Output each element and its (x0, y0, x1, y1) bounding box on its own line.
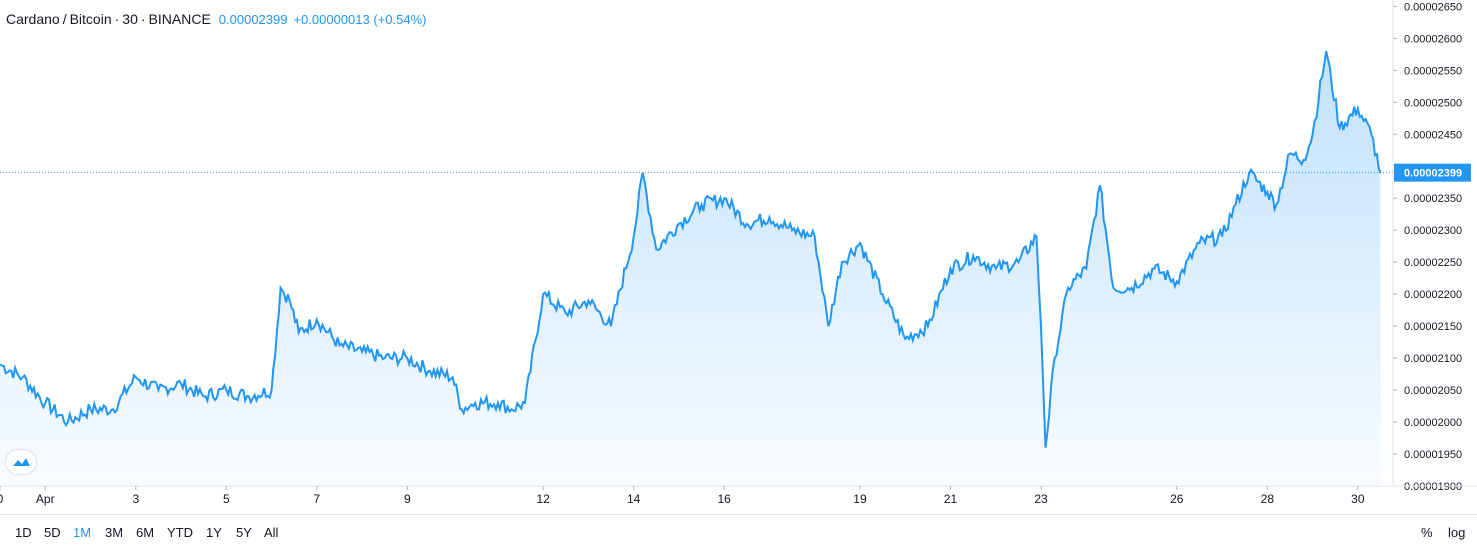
y-tick-label: 0.00002300 (1404, 225, 1462, 237)
log-scale-button[interactable]: log (1448, 525, 1466, 540)
last-price-tag-text: 0.00002399 (1404, 168, 1462, 180)
timeframe-button-6m[interactable]: 6M (136, 525, 155, 540)
y-tick-label: 0.00002050 (1404, 385, 1462, 397)
x-tick-label: 28 (1261, 492, 1275, 506)
y-tick-label: 0.00002500 (1404, 97, 1462, 109)
x-tick-label: 7 (313, 492, 320, 506)
y-tick-label: 0.00001950 (1404, 449, 1462, 461)
x-tick-label: 14 (627, 492, 641, 506)
y-tick-label: 0.00002200 (1404, 289, 1462, 301)
pair-separator: / (62, 11, 67, 27)
bottom-toolbar: 1D 5D 1M 3M 6M YTD 1Y 5Y All % log (0, 514, 1477, 549)
x-tick-label: 12 (536, 492, 550, 506)
x-tick-label: Apr (36, 492, 55, 506)
separator-1: · (114, 11, 120, 27)
x-axis[interactable]: 0 Apr 3 5 7 9 12 14 16 19 21 23 26 28 30 (0, 485, 1477, 506)
y-axis[interactable]: 0.00002650 0.00002600 0.00002550 0.00002500… (1392, 0, 1462, 493)
price-chart[interactable]: 0.00002650 0.00002600 0.00002550 0.00002500… (0, 0, 1477, 514)
quote-symbol: Bitcoin (69, 11, 112, 27)
y-tick-label: 0.00001900 (1404, 481, 1462, 493)
x-tick-label: 0 (0, 492, 4, 506)
timeframe-button-1d[interactable]: 1D (15, 525, 32, 540)
last-value: 0.00002399 (218, 12, 288, 27)
timeframe-button-5d[interactable]: 5D (44, 525, 61, 540)
tradingview-logo-icon-svg (13, 458, 30, 466)
symbol-legend: Cardano / Bitcoin · 30 · BINANCE 0.00002399 +0.0… (6, 11, 426, 27)
x-tick-label: 9 (404, 492, 411, 506)
x-tick-label: 3 (132, 492, 139, 506)
base-symbol: Cardano (6, 11, 60, 27)
timeframe-button-5y[interactable]: 5Y (236, 525, 252, 540)
last-price-tag (1394, 163, 1471, 182)
timeframe-button-1m[interactable]: 1M (73, 525, 92, 540)
timeframe-button-3m[interactable]: 3M (105, 525, 124, 540)
separator-2: · (140, 11, 146, 27)
y-tick-label: 0.00002650 (1404, 1, 1462, 13)
last-price-label: 0.00002399 (1394, 163, 1471, 182)
percent-scale-button[interactable]: % (1421, 525, 1433, 540)
tradingview-logo-icon[interactable] (6, 450, 36, 474)
exchange: BINANCE (148, 11, 211, 27)
x-tick-label: 26 (1170, 492, 1184, 506)
timeframe-button-1y[interactable]: 1Y (206, 525, 222, 540)
y-tick-label: 0.00002450 (1404, 129, 1462, 141)
price-area-fill (0, 51, 1381, 486)
x-tick-label: 5 (223, 492, 230, 506)
y-tick-label: 0.00002550 (1404, 65, 1462, 77)
timeframe-button-ytd[interactable]: YTD (167, 525, 193, 540)
timeframe-button-all[interactable]: All (264, 525, 279, 540)
x-tick-label: 30 (1351, 492, 1365, 506)
x-tick-label: 19 (853, 492, 867, 506)
y-tick-label: 0.00002350 (1404, 193, 1462, 205)
x-tick-label: 23 (1034, 492, 1048, 506)
y-tick-label: 0.00002250 (1404, 257, 1462, 269)
y-tick-label: 0.00002150 (1404, 321, 1462, 333)
x-tick-label: 16 (718, 492, 732, 506)
y-tick-label: 0.00002100 (1404, 353, 1462, 365)
price-change: +0.00000013 (+0.54%) (293, 12, 427, 27)
interval: 30 (122, 11, 138, 27)
y-tick-label: 0.00002600 (1404, 33, 1462, 45)
y-tick-label: 0.00002000 (1404, 417, 1462, 429)
price-line (0, 50, 1382, 448)
x-tick-label: 21 (944, 492, 958, 506)
